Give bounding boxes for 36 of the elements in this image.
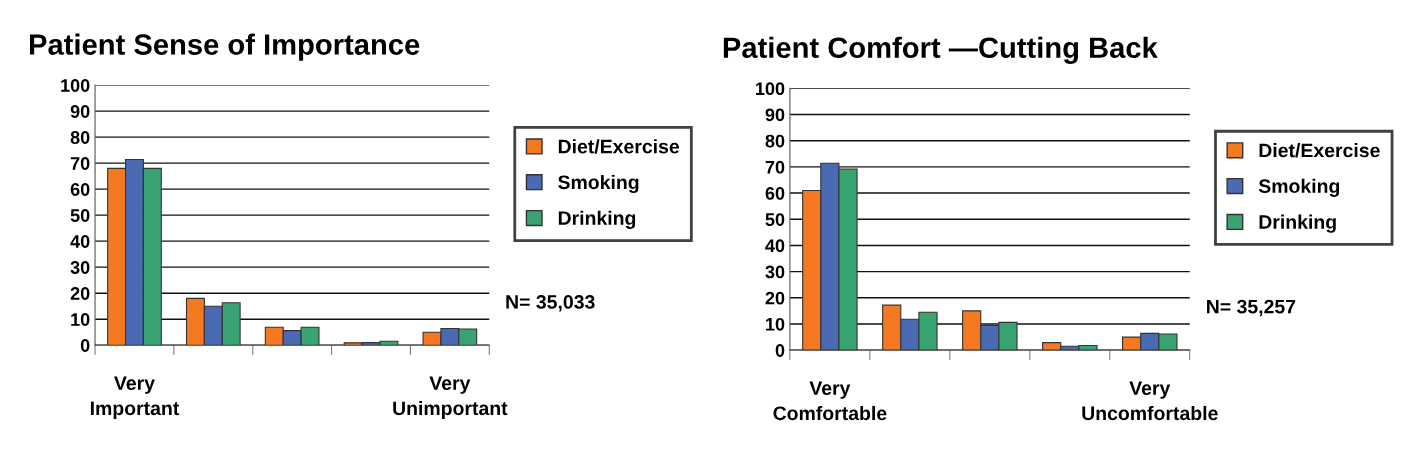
y-tick-label: 70: [765, 160, 785, 174]
y-tick-label: 50: [70, 209, 90, 222]
y-tick-label: 40: [70, 235, 90, 248]
legend-label: Smoking: [1258, 178, 1340, 197]
chart-title: Patient Sense of Importance: [29, 33, 420, 61]
x-tick-label: Very Uncomfortable: [1082, 381, 1218, 421]
y-tick-label: 10: [766, 317, 785, 331]
y-tick-label: 20: [765, 291, 785, 305]
y-tick-label: 100: [756, 82, 785, 96]
x-tick-label: Very Important: [90, 376, 180, 420]
legend-label: Smoking: [558, 174, 639, 194]
text: N= 35,033: [506, 295, 595, 312]
y-tick-label: 70: [70, 157, 90, 170]
legend-label: Drinking: [558, 210, 636, 229]
y-tick-label: 60: [765, 187, 785, 200]
text: N= 35,257: [1207, 299, 1296, 317]
y-tick-label: 50: [765, 213, 785, 226]
y-tick-label: 0: [80, 339, 90, 352]
y-tick-label: 100: [61, 79, 90, 92]
y-tick-label: 60: [70, 183, 90, 196]
y-tick-label: 30: [765, 265, 785, 279]
y-tick-label: 90: [765, 108, 785, 122]
chart-title: Patient Comfort —Cutting Back: [723, 36, 1158, 64]
y-tick-label: 80: [70, 131, 90, 144]
y-tick-label: 20: [70, 287, 90, 300]
y-tick-label: 90: [70, 105, 90, 118]
y-tick-label: 30: [70, 261, 90, 274]
y-tick-label: 80: [765, 134, 785, 148]
y-tick-label: 10: [71, 313, 90, 326]
legend-label: Diet/Exercise: [1259, 143, 1380, 158]
x-tick-label: Very Unimportant: [393, 376, 508, 420]
x-tick-label: Very Comfortable: [773, 381, 887, 421]
legend-label: Drinking: [1259, 214, 1336, 233]
y-tick-label: 40: [765, 239, 785, 253]
legend-label: Diet/Exercise: [558, 139, 680, 154]
y-tick-label: 0: [775, 344, 785, 357]
